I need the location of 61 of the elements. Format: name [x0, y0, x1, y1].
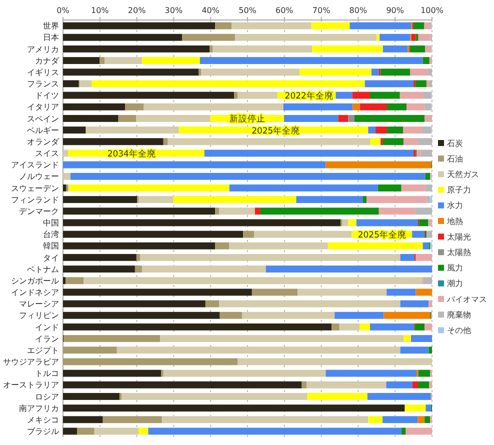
- y-tick-label: ドイツ: [35, 91, 59, 100]
- y-tick-label: マレーシア: [19, 300, 59, 309]
- y-tick-label: フィンランド: [11, 195, 59, 204]
- y-tick-label: 南アフリカ: [19, 404, 59, 413]
- y-tick-label: ブラジル: [27, 427, 59, 436]
- y-tick-label: イギリス: [27, 68, 59, 77]
- y-tick-label: 世界: [43, 22, 59, 31]
- x-tick-label: 100%: [420, 6, 444, 15]
- legend-label: 水力: [447, 201, 463, 210]
- y-tick-label: スペイン: [27, 114, 59, 124]
- y-tick-label: タイ: [43, 253, 59, 262]
- annotation: 新設停止: [230, 114, 266, 125]
- x-tick-label: 0%: [56, 6, 70, 15]
- y-tick-label: メキシコ: [27, 415, 59, 424]
- x-tick-label: 60%: [276, 6, 294, 15]
- x-tick-label: 30%: [164, 6, 183, 15]
- legend-label: 潮力: [447, 279, 463, 288]
- y-tick-label: サウジアラビア: [3, 358, 59, 367]
- x-tick-label: 80%: [349, 6, 368, 15]
- y-tick-label: ベルギー: [27, 126, 59, 135]
- x-tick-label: 70%: [312, 6, 331, 15]
- y-tick-label: エジプト: [27, 346, 59, 355]
- y-tick-label: 台湾: [43, 230, 59, 240]
- y-tick-label: オーストラリア: [3, 380, 59, 390]
- legend-label: 石油: [447, 154, 463, 164]
- y-tick-label: 日本: [43, 33, 59, 42]
- legend-label: その他: [447, 326, 471, 335]
- legend-label: 原子力: [447, 186, 471, 195]
- y-tick-label: スウェーデン: [11, 184, 59, 193]
- legend-label: バイオマス: [446, 294, 487, 304]
- y-tick-label: ロシア: [35, 392, 59, 402]
- y-tick-label: 中国: [43, 218, 59, 228]
- x-tick-label: 50%: [238, 6, 257, 15]
- legend-label: 天然ガス: [447, 170, 479, 179]
- y-tick-label: フィリピン: [19, 311, 59, 320]
- legend-label: 石炭: [447, 138, 463, 148]
- y-tick-label: シンガポール: [11, 276, 59, 286]
- y-tick-label: カナダ: [35, 56, 60, 66]
- y-tick-label: オランダ: [27, 137, 60, 146]
- y-tick-label: インドネシア: [11, 288, 59, 298]
- y-tick-label: 韓国: [43, 242, 59, 251]
- y-tick-label: デンマーク: [19, 206, 59, 216]
- y-tick-label: インド: [35, 322, 59, 332]
- y-tick-label: フランス: [27, 80, 59, 89]
- legend-label: 風力: [447, 264, 463, 273]
- x-tick-label: 40%: [202, 6, 220, 15]
- x-tick-label: 10%: [91, 6, 110, 15]
- y-tick-label: アイスランド: [11, 160, 59, 170]
- y-tick-label: スイス: [35, 149, 59, 158]
- y-tick-label: アメリカ: [27, 44, 59, 54]
- y-tick-label: ノルウェー: [19, 172, 59, 182]
- y-tick-label: トルコ: [35, 369, 59, 378]
- y-tick-label: イラン: [35, 334, 59, 344]
- y-tick-label: ベトナム: [27, 264, 59, 274]
- legend-label: 廃棄物: [447, 310, 471, 320]
- x-tick-label: 20%: [128, 6, 146, 15]
- y-tick-label: イタリア: [27, 102, 59, 112]
- legend-label: 太陽熱: [447, 248, 471, 257]
- x-tick-label: 90%: [386, 6, 404, 15]
- legend-label: 太陽光: [447, 232, 471, 242]
- legend-label: 地熱: [446, 216, 463, 226]
